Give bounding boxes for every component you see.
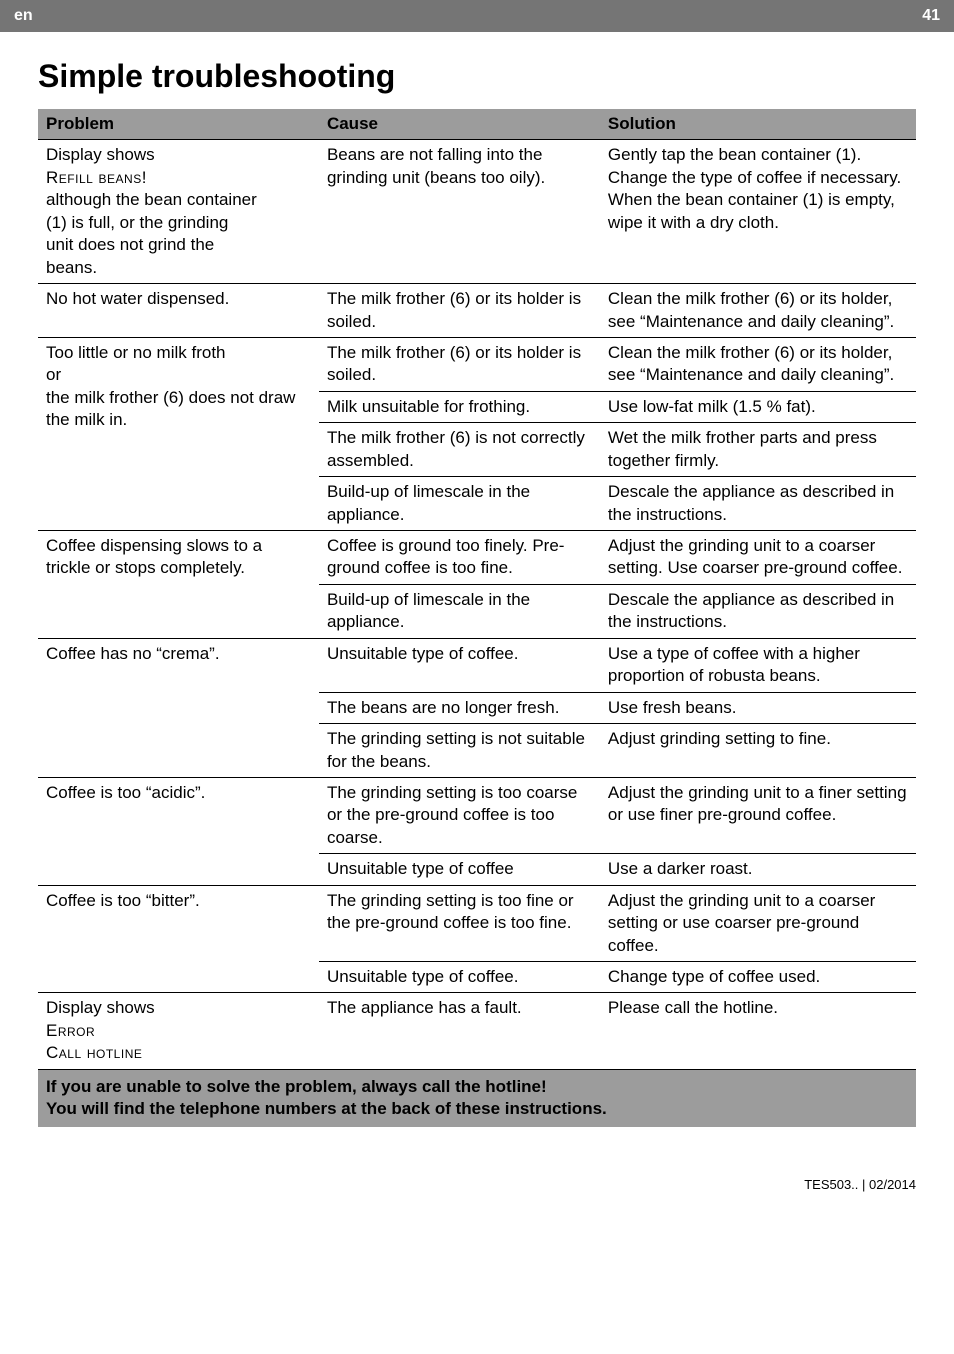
- table-row: Display showsErrorCall hotlineThe applia…: [38, 993, 916, 1069]
- cell-solution: Clean the milk frother (6) or its holder…: [600, 337, 916, 391]
- table-header-row: Problem Cause Solution: [38, 109, 916, 140]
- table-footer-row: If you are unable to solve the problem, …: [38, 1069, 916, 1126]
- table-row: Coffee is too “bitter”.The grinding sett…: [38, 885, 916, 961]
- table-row: Coffee has no “crema”.Unsuitable type of…: [38, 638, 916, 692]
- cell-solution: Please call the hotline.: [600, 993, 916, 1069]
- cell-problem: Coffee is too “acidic”.: [38, 777, 319, 885]
- cell-solution: Wet the milk frother parts and press tog…: [600, 423, 916, 477]
- cell-cause: The beans are no longer fresh.: [319, 692, 600, 723]
- header-bar: en 41: [0, 0, 954, 32]
- cell-problem: Coffee has no “crema”.: [38, 638, 319, 777]
- page-title: Simple troubleshooting: [38, 58, 916, 95]
- table-row: Too little or no milk frothorthe milk fr…: [38, 337, 916, 391]
- troubleshooting-table: Problem Cause Solution Display showsRefi…: [38, 109, 916, 1127]
- cell-solution: Use a type of coffee with a higher propo…: [600, 638, 916, 692]
- col-solution: Solution: [600, 109, 916, 140]
- cell-solution: Change type of coffee used.: [600, 962, 916, 993]
- cell-problem: Display showsRefill beans!although the b…: [38, 140, 319, 284]
- cell-cause: The grinding setting is too coarse or th…: [319, 777, 600, 853]
- cell-cause: The appliance has a fault.: [319, 993, 600, 1069]
- cell-problem: Coffee dispensing slows to a trickle or …: [38, 531, 319, 639]
- header-lang: en: [14, 7, 33, 25]
- table-row: Display showsRefill beans!although the b…: [38, 140, 916, 284]
- cell-cause: Unsuitable type of coffee: [319, 854, 600, 885]
- cell-problem: No hot water dispensed.: [38, 284, 319, 338]
- header-page: 41: [922, 7, 940, 25]
- cell-cause: The milk frother (6) or its holder is so…: [319, 337, 600, 391]
- cell-cause: The milk frother (6) or its holder is so…: [319, 284, 600, 338]
- table-row: Coffee is too “acidic”.The grinding sett…: [38, 777, 916, 853]
- cell-cause: Coffee is ground too finely. Pre-ground …: [319, 531, 600, 585]
- cell-cause: Milk unsuitable for frothing.: [319, 391, 600, 422]
- col-problem: Problem: [38, 109, 319, 140]
- col-cause: Cause: [319, 109, 600, 140]
- cell-solution: Descale the appliance as described in th…: [600, 477, 916, 531]
- cell-cause: The grinding setting is not suitable for…: [319, 724, 600, 778]
- cell-problem: Display showsErrorCall hotline: [38, 993, 319, 1069]
- cell-problem: Too little or no milk frothorthe milk fr…: [38, 337, 319, 530]
- cell-solution: Clean the milk frother (6) or its holder…: [600, 284, 916, 338]
- cell-solution: Adjust the grinding unit to a coarser se…: [600, 885, 916, 961]
- cell-cause: Beans are not falling into the grinding …: [319, 140, 600, 284]
- cell-solution: Use fresh beans.: [600, 692, 916, 723]
- table-row: Coffee dispensing slows to a trickle or …: [38, 531, 916, 585]
- table-row: No hot water dispensed.The milk frother …: [38, 284, 916, 338]
- cell-solution: Use a darker roast.: [600, 854, 916, 885]
- cell-cause: Unsuitable type of coffee.: [319, 638, 600, 692]
- cell-solution: Descale the appliance as described in th…: [600, 584, 916, 638]
- cell-solution: Adjust grinding setting to fine.: [600, 724, 916, 778]
- cell-cause: Unsuitable type of coffee.: [319, 962, 600, 993]
- cell-solution: Adjust the grinding unit to a coarser se…: [600, 531, 916, 585]
- cell-cause: Build-up of limescale in the appliance.: [319, 477, 600, 531]
- cell-solution: Use low-fat milk (1.5 % fat).: [600, 391, 916, 422]
- cell-cause: Build-up of limescale in the appliance.: [319, 584, 600, 638]
- cell-solution: Adjust the grinding unit to a finer sett…: [600, 777, 916, 853]
- hotline-note: If you are unable to solve the problem, …: [38, 1069, 916, 1126]
- cell-problem: Coffee is too “bitter”.: [38, 885, 319, 993]
- cell-cause: The milk frother (6) is not correctly as…: [319, 423, 600, 477]
- cell-solution: Gently tap the bean container (1). Chang…: [600, 140, 916, 284]
- cell-cause: The grinding setting is too fine or the …: [319, 885, 600, 961]
- page-content: Simple troubleshooting Problem Cause Sol…: [0, 32, 954, 1137]
- doc-footer: TES503.. | 02/2014: [0, 1137, 954, 1212]
